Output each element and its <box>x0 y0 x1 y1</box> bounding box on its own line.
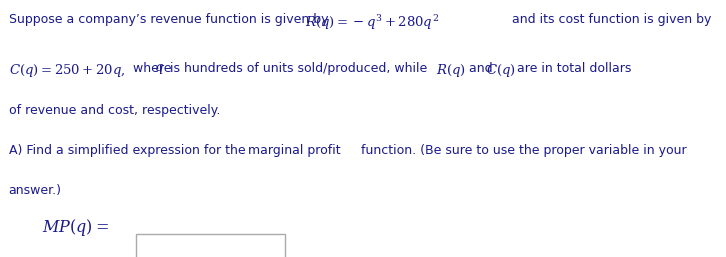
Text: function. (Be sure to use the proper variable in your: function. (Be sure to use the proper var… <box>357 144 687 158</box>
Text: $R(q)$: $R(q)$ <box>436 62 466 79</box>
Text: $C(q) = 250 + 20q,$: $C(q) = 250 + 20q,$ <box>9 62 126 79</box>
Text: $R(q) = -q^3 + 280q^2$: $R(q) = -q^3 + 280q^2$ <box>305 13 439 32</box>
FancyBboxPatch shape <box>136 234 285 257</box>
Text: is hundreds of units sold/produced, while: is hundreds of units sold/produced, whil… <box>166 62 431 75</box>
Text: $C(q)$: $C(q)$ <box>486 62 515 79</box>
Text: A) Find a simplified expression for the: A) Find a simplified expression for the <box>9 144 249 158</box>
Text: where: where <box>129 62 176 75</box>
Text: $MP(q) =$: $MP(q) =$ <box>42 217 109 238</box>
Text: $q$: $q$ <box>154 62 164 76</box>
Text: and: and <box>465 62 497 75</box>
Text: are in total dollars: are in total dollars <box>513 62 631 75</box>
Text: answer.): answer.) <box>9 184 62 197</box>
Text: of revenue and cost, respectively.: of revenue and cost, respectively. <box>9 104 220 117</box>
Text: marginal profit: marginal profit <box>248 144 341 158</box>
Text: and its cost function is given by: and its cost function is given by <box>508 13 711 26</box>
Text: Suppose a company’s revenue function is given by: Suppose a company’s revenue function is … <box>9 13 333 26</box>
